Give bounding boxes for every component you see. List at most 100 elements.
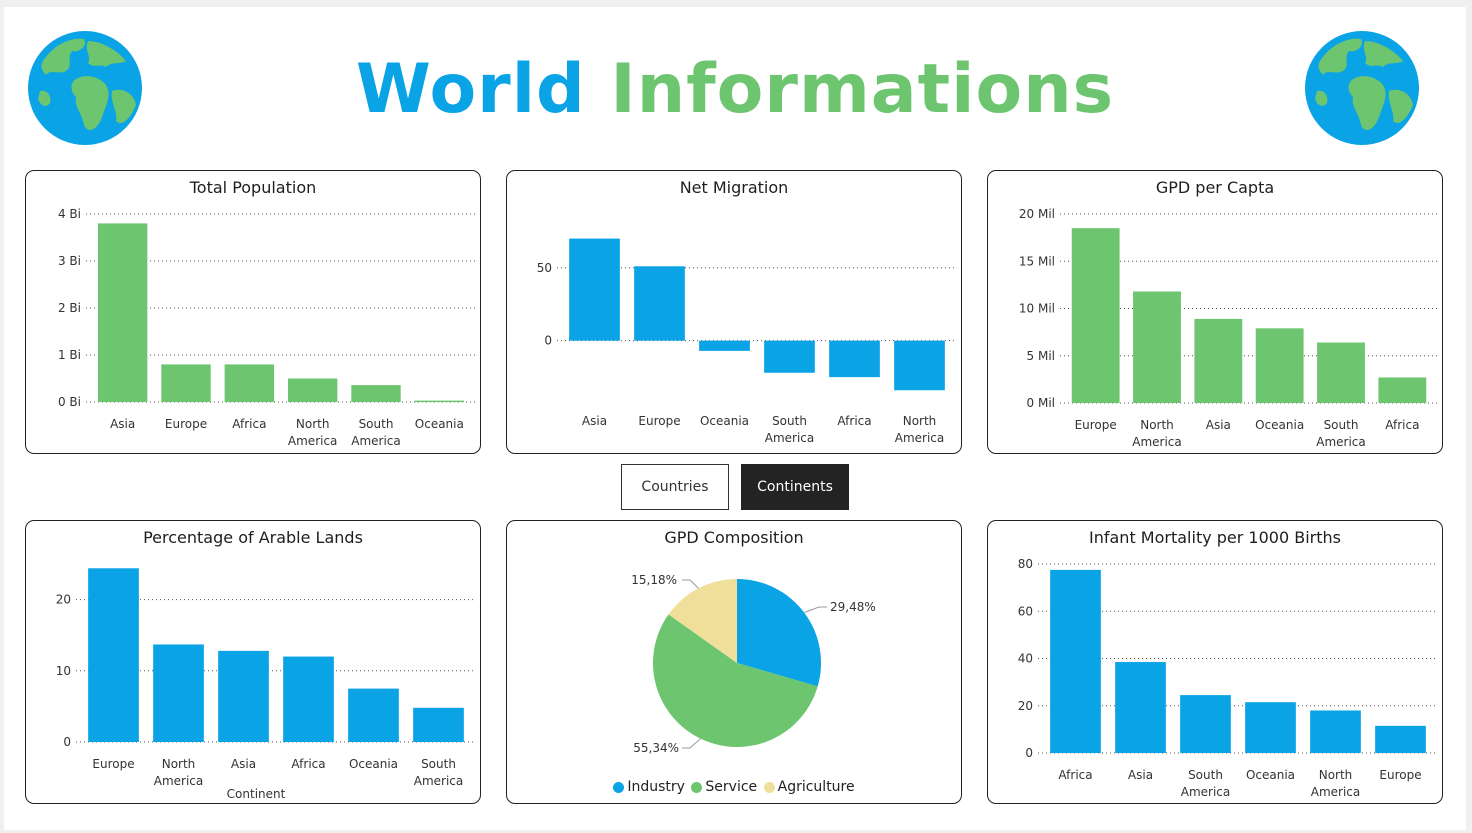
chart-title: Percentage of Arable Lands [143,528,363,547]
bar[interactable] [569,238,620,341]
x-tick-label: South [1324,418,1359,432]
x-tick-label: America [765,431,815,445]
title-world: World [355,50,586,129]
x-tick-label: Africa [1385,418,1419,432]
bar[interactable] [1180,695,1231,753]
chart-title: Infant Mortality per 1000 Births [1089,528,1341,547]
pie-slice[interactable] [653,614,818,747]
bar[interactable] [1245,702,1296,753]
pie-data-label: 55,34% [633,741,679,755]
total-population-card[interactable]: Total Population 0 Bi 1 Bi 2 Bi 3 Bi 4 Bi Asi… [25,170,481,454]
x-tick-label: Europe [92,757,134,771]
y-tick-label: 10 [56,664,71,678]
y-tick-label: 0 [63,735,71,749]
gdp-composition-card[interactable]: GPD Composition 29,48% 55,34% 15,18% Indus… [506,520,962,804]
x-tick-label: North [296,417,330,431]
x-tick-label: Europe [1379,768,1421,782]
bar[interactable] [283,656,334,742]
x-tick-label: Europe [1075,418,1117,432]
leader-line [682,738,701,749]
x-tick-label: North [903,414,937,428]
pie-slice[interactable] [668,579,737,663]
y-tick-label: 0 [1025,746,1033,760]
infant-mortality-card[interactable]: Infant Mortality per 1000 Births 0 20 40 60… [987,520,1443,804]
bar[interactable] [153,644,204,742]
x-tick-label: Europe [165,417,207,431]
bar[interactable] [1194,318,1243,403]
x-tick-label: Asia [1206,418,1231,432]
bar[interactable] [1133,291,1181,403]
bar[interactable] [1115,662,1166,753]
x-tick-label: America [1181,785,1231,799]
x-tick-label: Oceania [1255,418,1304,432]
y-tick-label: 40 [1018,652,1033,666]
bar[interactable] [1375,725,1426,753]
legend-item-agriculture[interactable]: Agriculture [763,779,855,795]
x-tick-label: Asia [1128,768,1153,782]
y-tick-label: 0 Bi [58,395,81,409]
x-tick-label: Africa [291,757,325,771]
legend-label: Service [705,779,758,795]
x-tick-label: America [351,434,401,448]
y-tick-label: 20 Mil [1019,207,1055,221]
net-migration-card[interactable]: Net Migration 0 50 Asia Europe Oceania South A… [506,170,962,454]
leader-line [803,606,827,613]
bar[interactable] [1310,710,1361,753]
x-axis-label: Continent [227,787,286,801]
bar[interactable] [287,378,338,403]
net-migration-chart: 0 50 Asia Europe Oceania South America Africa No… [537,238,957,445]
bar[interactable] [764,340,815,373]
title-informations: Informations [610,50,1115,129]
arable-lands-chart: 0 10 20 Europe North America Asia Africa Oceania… [56,568,476,801]
continents-button[interactable]: Continents [741,464,849,510]
bar[interactable] [829,340,880,378]
chart-title: Total Population [189,178,317,197]
y-tick-label: 1 Bi [58,348,81,362]
bar[interactable] [894,340,945,391]
x-tick-label: Asia [110,417,135,431]
x-tick-label: America [1132,435,1182,449]
y-tick-label: 80 [1018,557,1033,571]
x-tick-label: South [1188,768,1223,782]
bar[interactable] [1317,342,1365,403]
countries-button[interactable]: Countries [621,464,729,510]
legend-item-industry[interactable]: Industry [613,779,685,795]
x-tick-label: South [359,417,394,431]
bar[interactable] [161,364,211,402]
bar[interactable] [1071,228,1120,403]
legend-item-service[interactable]: Service [691,779,757,795]
bar[interactable] [413,707,464,742]
pie-slice[interactable] [737,579,821,687]
bar[interactable] [218,650,269,742]
x-tick-label: America [288,434,338,448]
y-tick-label: 2 Bi [58,301,81,315]
bar[interactable] [1378,377,1427,403]
x-tick-label: America [1311,785,1361,799]
bar[interactable] [1255,328,1304,403]
bar[interactable] [224,364,275,402]
bar[interactable] [699,340,750,351]
bar[interactable] [88,568,139,742]
bar[interactable] [351,385,401,402]
x-tick-label: North [1319,768,1353,782]
y-tick-label: 60 [1018,604,1033,618]
x-tick-label: Europe [638,414,680,428]
x-tick-label: Africa [837,414,871,428]
gdp-composition-chart: 29,48% 55,34% 15,18% [631,573,876,755]
legend-label: Industry [627,779,685,795]
chart-title: GPD Composition [664,528,804,547]
report-canvas: World Informations Total Population 0 Bi… [4,7,1466,830]
bar[interactable] [348,688,399,742]
gdp-per-capita-chart: 0 Mil 5 Mil 10 Mil 15 Mil 20 Mil Europe North A… [1019,207,1438,449]
legend-dot-icon [613,781,625,793]
bar[interactable] [634,266,685,341]
bar[interactable] [1050,569,1101,753]
bar[interactable] [414,400,465,403]
gdp-per-capita-card[interactable]: GPD per Capta 0 Mil 5 Mil 10 Mil 15 Mil 20 M… [987,170,1443,454]
leader-line [682,579,699,589]
bar[interactable] [97,223,148,402]
x-tick-label: North [1140,418,1174,432]
page-title: World Informations [4,45,1466,135]
y-tick-label: 3 Bi [58,254,81,268]
arable-lands-card[interactable]: Percentage of Arable Lands 0 10 20 Europe No… [25,520,481,804]
